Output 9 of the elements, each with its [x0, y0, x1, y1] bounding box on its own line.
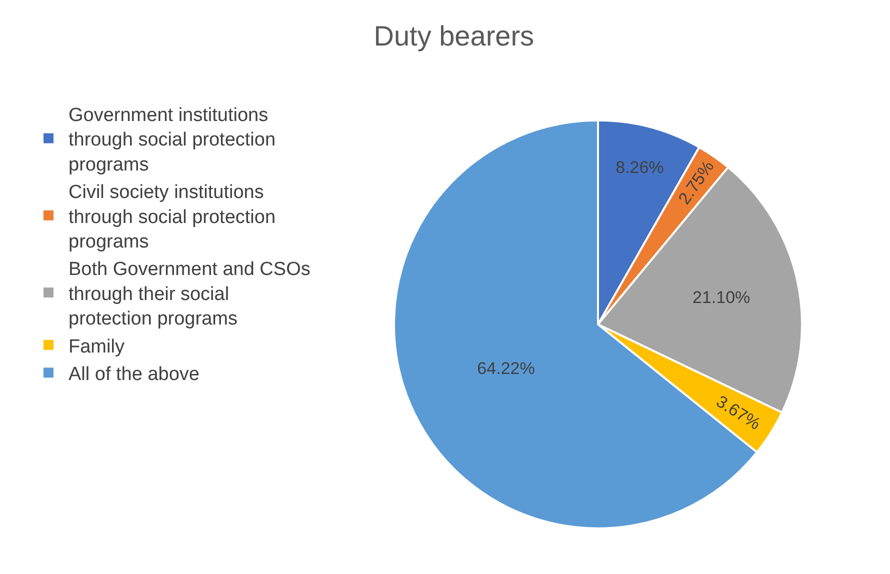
legend-label: Civil society institutions through social protection programs	[68, 182, 276, 253]
legend-label: Family	[68, 336, 125, 358]
legend-label: All of the above	[68, 364, 200, 386]
data-label: 21.10%	[692, 288, 750, 307]
chart-title: Duty bearers	[374, 20, 534, 52]
data-label: 8.26%	[616, 158, 664, 177]
legend-label: Government institutions through social protection programs	[68, 105, 276, 176]
data-label: 64.22%	[477, 358, 535, 378]
legend-label: Both Government and CSOs through their social protection programs	[68, 259, 310, 330]
